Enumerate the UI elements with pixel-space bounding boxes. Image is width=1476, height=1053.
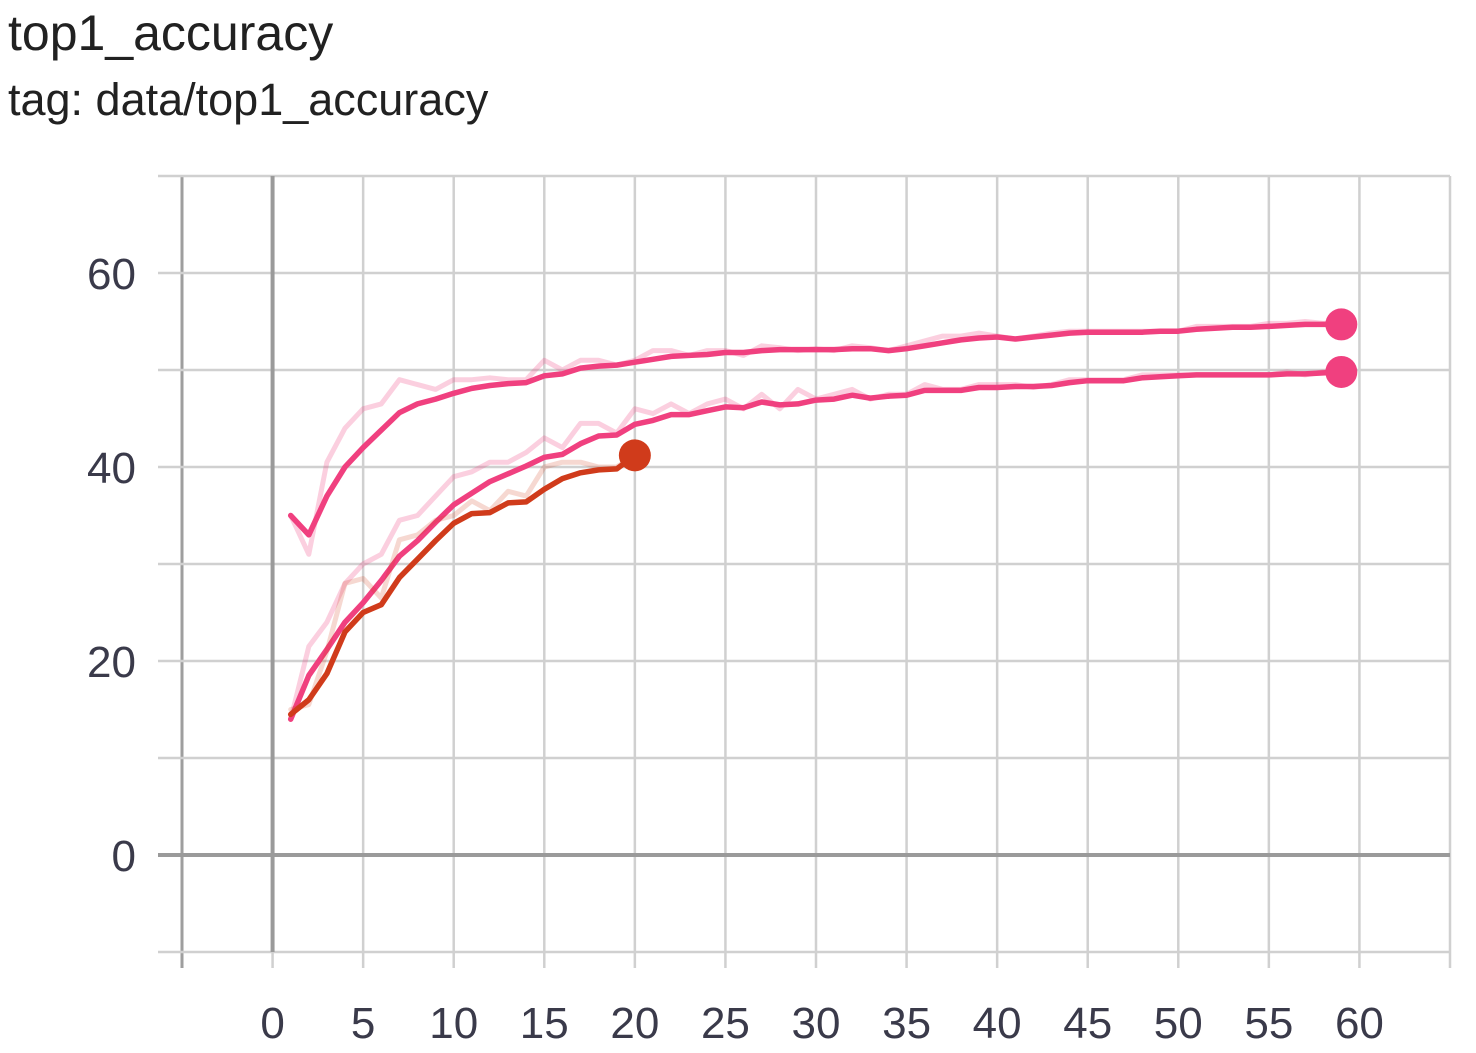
series-2-smoothed-line: [287, 369, 1345, 722]
y-tick-label: 20: [87, 638, 136, 687]
x-tick-label: 30: [792, 999, 841, 1048]
series-3: [287, 439, 651, 718]
series-group: [287, 308, 1358, 722]
series-3-smoothed-line: [287, 452, 638, 718]
tick-labels: 0 5 10 15 20 25 30 35 40 45 50 55 60 0 20 40 60: [87, 250, 1384, 1048]
series-2-endpoint: [1325, 355, 1358, 388]
series-2: [287, 355, 1358, 722]
x-tick-label: 35: [882, 999, 931, 1048]
chart-subtitle: tag: data/top1_accuracy: [8, 74, 489, 125]
y-tick-label: 60: [87, 250, 136, 299]
series-3-endpoint: [618, 439, 651, 472]
axes: [158, 176, 1450, 952]
x-tick-label: 40: [973, 999, 1022, 1048]
y-tick-label: 40: [87, 444, 136, 493]
x-tick-label: 25: [701, 999, 750, 1048]
series-1: [287, 308, 1358, 557]
x-tick-label: 50: [1154, 999, 1203, 1048]
x-tick-label: 45: [1063, 999, 1112, 1048]
x-tick-label: 55: [1244, 999, 1293, 1048]
y-tick-label: 0: [112, 832, 136, 881]
series-3-raw-line: [288, 452, 638, 712]
x-tick-label: 15: [520, 999, 569, 1048]
grid: [158, 174, 1452, 968]
series-1-smoothed-line: [287, 321, 1345, 538]
series-1-endpoint: [1325, 308, 1358, 341]
x-tick-label: 0: [260, 999, 284, 1048]
x-tick-label: 60: [1335, 999, 1384, 1048]
chart-title: top1_accuracy: [8, 5, 334, 61]
x-tick-label: 20: [610, 999, 659, 1048]
x-tick-label: 10: [429, 999, 478, 1048]
x-tick-label: 5: [351, 999, 375, 1048]
